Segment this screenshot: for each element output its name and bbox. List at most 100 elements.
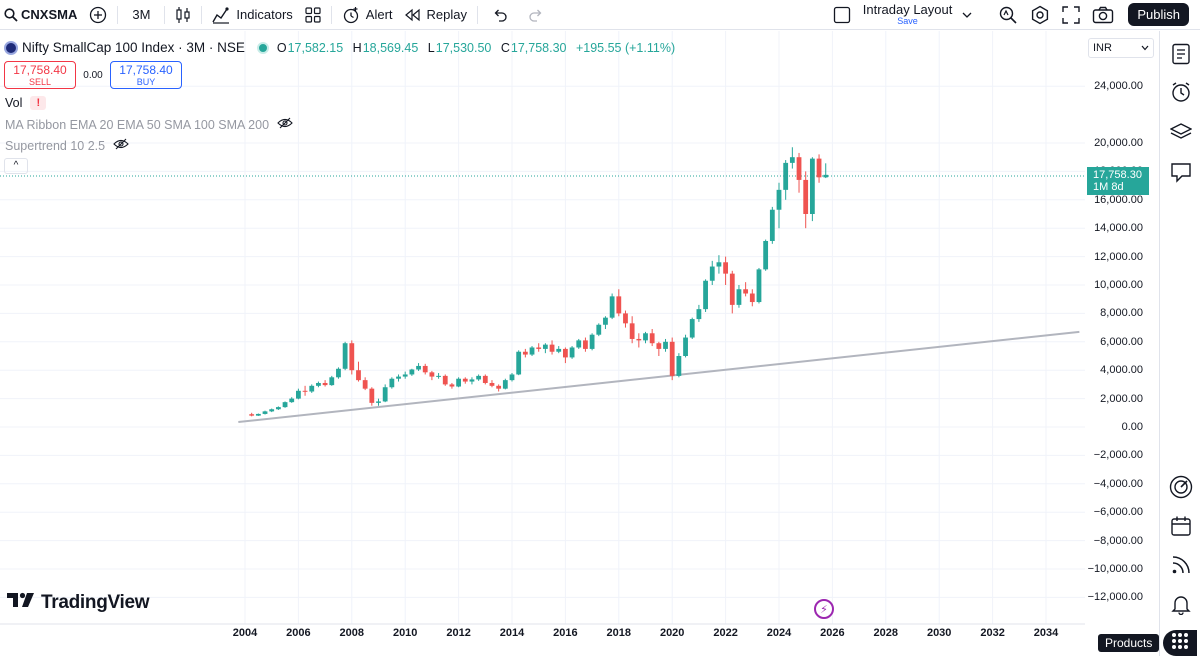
- top-toolbar: CNXSMA 3M Indicators: [0, 0, 1200, 30]
- undo-button[interactable]: [482, 0, 518, 30]
- candle: [423, 364, 428, 375]
- indicators-button[interactable]: Indicators: [206, 0, 298, 30]
- interval-button[interactable]: 3M: [122, 0, 160, 30]
- alert-button[interactable]: Alert: [336, 0, 399, 30]
- candle: [570, 346, 575, 359]
- candle: [369, 387, 374, 405]
- candle-body: [650, 333, 655, 343]
- candle-body: [256, 414, 261, 416]
- price-scale[interactable]: 24,000.0020,000.0018,000.0016,000.0014,0…: [1085, 31, 1159, 631]
- candle-body: [803, 180, 808, 214]
- indicator-vol[interactable]: Vol !: [5, 96, 46, 110]
- lightning-event-icon[interactable]: ⚡: [814, 599, 834, 619]
- candle-body: [583, 340, 588, 349]
- price-tick-label: 10,000.00: [1094, 279, 1143, 291]
- candle: [516, 350, 521, 375]
- products-menu-button[interactable]: [1163, 630, 1197, 656]
- market-status-dot[interactable]: [257, 42, 269, 54]
- candle: [430, 371, 435, 380]
- candle-body: [276, 407, 281, 409]
- indicator-supertrend[interactable]: Supertrend 10 2.5: [5, 138, 129, 153]
- chart-type-button[interactable]: [169, 0, 197, 30]
- grid-icon: [305, 7, 321, 23]
- candle: [656, 342, 661, 356]
- rss-icon[interactable]: [1168, 552, 1194, 578]
- candle-body: [343, 343, 348, 369]
- candle-body: [530, 347, 535, 354]
- buy-button[interactable]: 17,758.40 BUY: [110, 61, 182, 89]
- replay-button[interactable]: Replay: [399, 0, 473, 30]
- candle: [790, 147, 795, 168]
- price-tick-label: 16,000.00: [1094, 194, 1143, 206]
- search-icon: [4, 8, 18, 22]
- alerts-clock-icon[interactable]: [1168, 79, 1194, 105]
- candle: [409, 369, 414, 376]
- candle-body: [369, 389, 374, 403]
- time-tick-label: 2034: [1034, 627, 1058, 639]
- time-tick-label: 2010: [393, 627, 417, 639]
- candle-body: [309, 386, 314, 392]
- candle: [283, 401, 288, 407]
- eye-hidden-icon[interactable]: [113, 138, 129, 153]
- candle: [496, 384, 501, 391]
- candle: [563, 347, 568, 363]
- price-tick-label: 8,000.00: [1100, 307, 1143, 319]
- separator: [164, 6, 165, 24]
- publish-button[interactable]: Publish: [1128, 3, 1189, 26]
- candle: [583, 338, 588, 352]
- candle: [710, 261, 715, 285]
- warning-icon[interactable]: !: [30, 96, 46, 110]
- bell-icon[interactable]: [1168, 591, 1194, 617]
- symbol-name: CNXSMA: [21, 7, 77, 22]
- candle-body: [456, 379, 461, 387]
- candle: [316, 382, 321, 388]
- candle: [276, 406, 281, 410]
- time-tick-label: 2018: [607, 627, 631, 639]
- candle: [450, 383, 455, 389]
- candle: [356, 362, 361, 382]
- candle: [443, 374, 448, 385]
- candle: [396, 374, 401, 381]
- candle: [530, 346, 535, 356]
- bar-countdown: 1M 8d: [1093, 181, 1143, 193]
- candle-body: [470, 379, 475, 381]
- watchlist-icon[interactable]: [1168, 41, 1194, 67]
- candle: [697, 305, 702, 322]
- price-tick-label: −10,000.00: [1088, 563, 1143, 575]
- candle: [349, 340, 354, 374]
- chat-icon[interactable]: [1168, 159, 1194, 185]
- quick-search-button[interactable]: [992, 0, 1024, 30]
- symbol-logo-icon: [4, 41, 18, 55]
- layout-toggle[interactable]: Intraday Layout Save: [827, 0, 979, 30]
- indicator-ma-ribbon[interactable]: MA Ribbon EMA 20 EMA 50 SMA 100 SMA 200: [5, 117, 293, 132]
- fullscreen-button[interactable]: [1056, 0, 1086, 30]
- templates-button[interactable]: [299, 0, 327, 30]
- candle: [670, 338, 675, 381]
- target-icon[interactable]: [1168, 474, 1194, 500]
- candle-body: [336, 369, 341, 378]
- time-tick-label: 2030: [927, 627, 951, 639]
- symbol-search[interactable]: CNXSMA: [0, 0, 83, 30]
- sell-button[interactable]: 17,758.40 SELL: [4, 61, 76, 89]
- candle: [730, 271, 735, 314]
- candle-body: [263, 411, 268, 414]
- undo-icon: [492, 8, 508, 22]
- chart-legend: Nifty SmallCap 100 Index · 3M · NSE O17,…: [4, 40, 681, 55]
- settings-button[interactable]: [1024, 0, 1056, 30]
- candle: [363, 377, 368, 390]
- eye-hidden-icon[interactable]: [277, 117, 293, 132]
- candle-body: [570, 347, 575, 357]
- candle: [303, 386, 308, 396]
- snapshot-button[interactable]: [1086, 0, 1120, 30]
- candle: [556, 346, 561, 353]
- calendar-icon[interactable]: [1168, 513, 1194, 539]
- redo-button[interactable]: [518, 0, 554, 30]
- legend-title[interactable]: Nifty SmallCap 100 Index · 3M · NSE: [22, 40, 245, 55]
- candle-body: [389, 379, 394, 388]
- layers-icon[interactable]: [1168, 119, 1194, 145]
- collapse-legend-button[interactable]: ^: [4, 158, 28, 174]
- candle-body: [423, 366, 428, 372]
- compare-button[interactable]: [83, 0, 113, 30]
- price-tick-label: 24,000.00: [1094, 80, 1143, 92]
- layout-section: Intraday Layout Save: [827, 0, 1200, 30]
